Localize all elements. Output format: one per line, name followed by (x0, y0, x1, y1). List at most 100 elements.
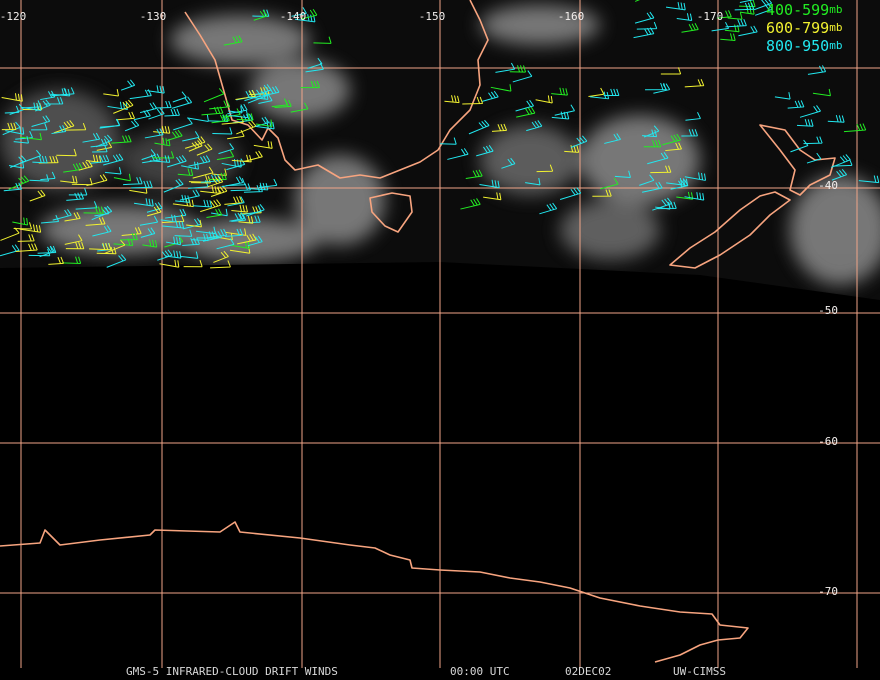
longitude-label: -150 (419, 10, 446, 23)
wind-barb (68, 188, 88, 196)
wind-barb (727, 12, 743, 20)
australia-coast (184, 0, 489, 179)
wind-barb (535, 95, 553, 104)
wind-barb (75, 201, 98, 210)
wind-barb (300, 80, 320, 89)
wind-barb (184, 136, 206, 149)
wind-barb (121, 227, 142, 236)
nz-south-island (669, 191, 791, 269)
wind-barb (481, 90, 499, 103)
wind-barb (92, 145, 108, 153)
wind-barb (255, 119, 273, 127)
source: UW-CIMSS (673, 665, 726, 678)
wind-barb (643, 139, 662, 148)
date: 02DEC02 (565, 665, 611, 678)
wind-barb (19, 224, 42, 233)
wind-barb (681, 23, 699, 33)
wind-barb (139, 215, 159, 226)
wind-barb (107, 101, 128, 111)
wind-barb (212, 127, 233, 135)
wind-barb (551, 87, 568, 96)
latitude-label: -60 (818, 435, 838, 448)
wind-barb (166, 155, 187, 168)
wind-barb (676, 13, 693, 22)
wind-barb (116, 111, 136, 121)
wind-barb (670, 179, 689, 190)
wind-barb (179, 251, 199, 259)
wind-barb (200, 199, 222, 213)
wind-barb (15, 243, 38, 253)
coastlines (0, 0, 836, 663)
wind-barb (103, 153, 124, 166)
longitude-label: -160 (558, 10, 585, 23)
wind-barb (666, 177, 689, 187)
wind-barb (539, 202, 558, 215)
wind-barb (103, 89, 120, 97)
wind-barb (807, 65, 827, 75)
wind-barb (12, 217, 29, 226)
wind-barb (495, 62, 516, 73)
wind-barb (830, 154, 851, 168)
wind-barb (224, 228, 244, 237)
wind-barb (258, 178, 278, 188)
wind-barb (662, 133, 682, 146)
wind-barb (600, 177, 619, 190)
wind-barb (660, 67, 682, 75)
wind-barb (244, 150, 263, 162)
wind-barb (120, 79, 136, 91)
wind-barb (201, 106, 224, 116)
product-name: GMS-5 INFRARED-CLOUD DRIFT WINDS (126, 665, 338, 678)
wind-barb (468, 119, 490, 135)
wind-barb (200, 185, 220, 194)
wind-barb (236, 120, 257, 135)
wind-barb (113, 173, 131, 182)
wind-barb (165, 236, 182, 246)
wind-barb (232, 113, 253, 124)
wind-barb (720, 33, 736, 41)
wind-barb (192, 166, 214, 179)
wind-barb (60, 175, 78, 184)
wind-barb (290, 102, 309, 113)
wind-barb (188, 140, 203, 152)
latitude-labels: -40 -50 -60 -70 (818, 179, 838, 598)
wind-barb (173, 117, 193, 131)
wind-barb (5, 126, 25, 135)
wind-barb (157, 249, 173, 261)
wind-barb (490, 84, 512, 92)
wind-barb (639, 174, 655, 186)
wind-barb (711, 21, 730, 32)
wind-barb (65, 122, 87, 131)
wind-barb (447, 148, 469, 160)
longitude-label: -170 (697, 10, 724, 23)
wind-barb (227, 129, 245, 140)
wind-barb (291, 7, 307, 17)
wind-barb (858, 175, 880, 184)
wind-barb (21, 102, 42, 111)
wind-barb (44, 97, 64, 105)
wind-barb (90, 154, 110, 164)
wind-barb (725, 19, 747, 28)
wind-barb (684, 172, 707, 181)
wind-barb (221, 176, 244, 188)
wind-barb (1, 93, 23, 102)
wind-barb (665, 2, 686, 11)
wind-barb (174, 229, 193, 237)
wind-barb (300, 9, 318, 20)
wind-barb (106, 254, 127, 268)
wind-barb (843, 123, 867, 133)
wind-barb (685, 112, 701, 121)
latitude-label: -50 (818, 304, 838, 317)
wind-barb (177, 168, 194, 176)
wind-barb (85, 154, 102, 163)
wind-barb (570, 135, 588, 148)
wind-barb (231, 154, 252, 163)
wind-barb (313, 36, 332, 44)
wind-barb (255, 121, 275, 130)
wind-barb (31, 115, 51, 128)
wind-barb (258, 94, 273, 105)
wind-barb (163, 178, 184, 193)
wind-barb (96, 246, 117, 255)
wind-barb (104, 167, 122, 175)
wind-barb (32, 155, 48, 164)
wind-barb (218, 142, 235, 155)
